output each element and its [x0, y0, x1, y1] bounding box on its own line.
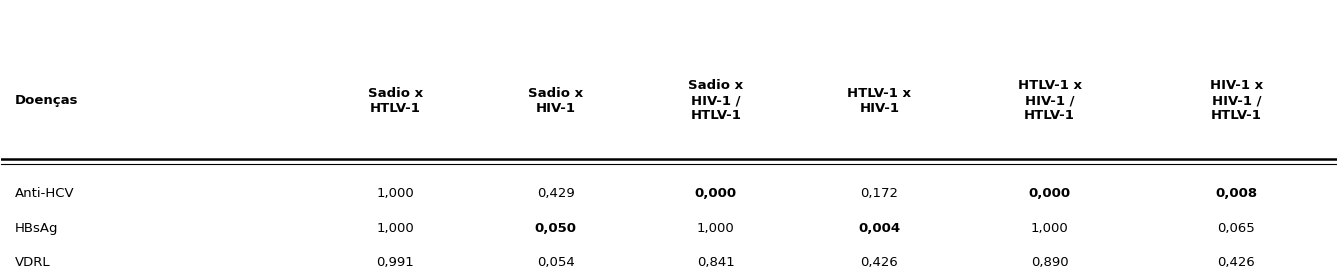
Text: 1,000: 1,000 [376, 187, 415, 200]
Text: 1,000: 1,000 [1030, 222, 1069, 235]
Text: Sadio x
HIV-1: Sadio x HIV-1 [529, 87, 583, 115]
Text: 0,004: 0,004 [858, 222, 900, 235]
Text: 0,991: 0,991 [376, 256, 415, 269]
Text: 0,050: 0,050 [534, 222, 577, 235]
Text: VDRL: VDRL [15, 256, 51, 269]
Text: 1,000: 1,000 [376, 222, 415, 235]
Text: HIV-1 x
HIV-1 /
HTLV-1: HIV-1 x HIV-1 / HTLV-1 [1210, 79, 1263, 122]
Text: 0,172: 0,172 [860, 187, 898, 200]
Text: 0,890: 0,890 [1030, 256, 1068, 269]
Text: 0,008: 0,008 [1215, 187, 1258, 200]
Text: 1,000: 1,000 [697, 222, 735, 235]
Text: 0,426: 0,426 [860, 256, 898, 269]
Text: Anti-HCV: Anti-HCV [15, 187, 75, 200]
Text: 0,429: 0,429 [537, 187, 574, 200]
Text: 0,841: 0,841 [697, 256, 735, 269]
Text: HTLV-1 x
HIV-1: HTLV-1 x HIV-1 [847, 87, 911, 115]
Text: Doenças: Doenças [15, 94, 78, 107]
Text: Sadio x
HTLV-1: Sadio x HTLV-1 [368, 87, 423, 115]
Text: 0,054: 0,054 [537, 256, 574, 269]
Text: HBsAg: HBsAg [15, 222, 59, 235]
Text: 0,065: 0,065 [1218, 222, 1255, 235]
Text: HTLV-1 x
HIV-1 /
HTLV-1: HTLV-1 x HIV-1 / HTLV-1 [1017, 79, 1081, 122]
Text: 0,000: 0,000 [694, 187, 737, 200]
Text: Sadio x
HIV-1 /
HTLV-1: Sadio x HIV-1 / HTLV-1 [688, 79, 744, 122]
Text: 0,000: 0,000 [1029, 187, 1070, 200]
Text: 0,426: 0,426 [1218, 256, 1255, 269]
